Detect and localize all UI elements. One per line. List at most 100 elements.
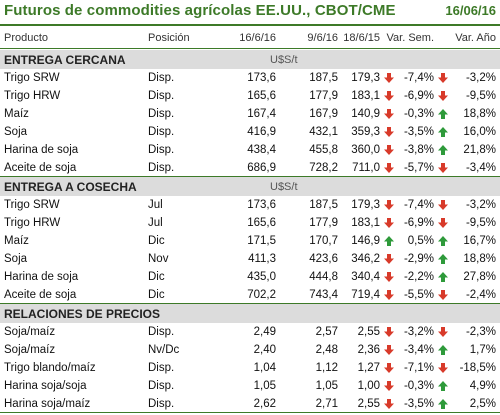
table-row: Trigo SRW Jul 173,6 187,5 179,3 -7,4% -3,2%	[0, 196, 500, 214]
price-date-3: 183,1	[351, 217, 380, 229]
position-cell: Disp.	[148, 326, 175, 338]
arrow-down-icon	[382, 377, 396, 395]
title-bar: Futuros de commodities agrícolas EE.UU.,…	[0, 0, 500, 24]
weekly-change: -2,2%	[403, 271, 434, 283]
header-date-1: 16/6/16	[239, 31, 276, 44]
price-date-3: 2,55	[357, 398, 380, 410]
arrow-up-icon	[436, 250, 450, 268]
arrow-down-icon	[382, 341, 396, 359]
weekly-change: -3,5%	[403, 126, 434, 138]
price-date-2: 743,4	[309, 289, 338, 301]
page-title: Futuros de commodities agrícolas EE.UU.,…	[4, 2, 396, 19]
arrow-down-icon	[436, 286, 450, 304]
position-cell: Dic	[148, 235, 165, 247]
position-cell: Jul	[148, 199, 163, 211]
price-date-1: 435,0	[247, 271, 276, 283]
yearly-change: -3,2%	[465, 199, 496, 211]
table-row: Trigo blando/maíz Disp. 1,04 1,12 1,27 -7,1% -…	[0, 359, 500, 377]
yearly-change: 2,5%	[469, 398, 496, 410]
yearly-change: -2,3%	[465, 326, 496, 338]
yearly-change: -18,5%	[459, 362, 496, 374]
arrow-down-icon	[382, 395, 396, 413]
arrow-down-icon	[382, 268, 396, 286]
yearly-change: 18,8%	[463, 108, 496, 120]
table-row: Harina de soja Dic 435,0 444,8 340,4 -2,2% 27,…	[0, 268, 500, 286]
yearly-change: 4,9%	[469, 380, 496, 392]
section-title: ENTREGA CERCANA	[4, 52, 126, 67]
position-cell: Nv/Dc	[148, 344, 180, 356]
position-cell: Dic	[148, 271, 165, 283]
yearly-change: -9,5%	[465, 90, 496, 102]
header-date-3: 18/6/15	[343, 31, 380, 44]
price-date-3: 2,36	[357, 344, 380, 356]
price-date-3: 2,55	[357, 326, 380, 338]
header-position: Posición	[148, 31, 190, 44]
price-date-1: 1,05	[253, 380, 276, 392]
header-var-week: Var. Sem.	[386, 31, 434, 44]
arrow-up-icon	[436, 141, 450, 159]
table-row: Trigo SRW Disp. 173,6 187,5 179,3 -7,4% -3,2%	[0, 69, 500, 87]
product-name: Harina soja/soja	[4, 380, 87, 392]
product-name: Soja/maíz	[4, 344, 56, 356]
table-row: Soja/maíz Disp. 2,49 2,57 2,55 -3,2% -2,3%	[0, 323, 500, 341]
price-date-1: 2,40	[253, 344, 276, 356]
position-cell: Disp.	[148, 72, 175, 84]
price-date-3: 140,9	[351, 108, 380, 120]
price-date-1: 1,04	[253, 362, 276, 374]
arrow-up-icon	[382, 232, 396, 250]
price-date-3: 719,4	[351, 289, 380, 301]
weekly-change: -6,9%	[403, 217, 434, 229]
section-unit: U$S/t	[270, 53, 298, 66]
price-date-3: 183,1	[351, 90, 380, 102]
price-date-3: 346,2	[351, 253, 380, 265]
price-date-2: 1,12	[315, 362, 338, 374]
weekly-change: -5,7%	[403, 162, 434, 174]
product-name: Harina soja/maíz	[4, 398, 91, 410]
price-date-2: 170,7	[309, 235, 338, 247]
arrow-down-icon	[382, 286, 396, 304]
arrow-down-icon	[382, 196, 396, 214]
price-date-1: 416,9	[247, 126, 276, 138]
price-date-2: 167,9	[309, 108, 338, 120]
position-cell: Disp.	[148, 380, 175, 392]
position-cell: Jul	[148, 217, 163, 229]
arrow-down-icon	[382, 141, 396, 159]
yearly-change: 16,0%	[463, 126, 496, 138]
section-header: RELACIONES DE PRECIOS	[0, 304, 500, 323]
price-date-1: 2,49	[253, 326, 276, 338]
arrow-down-icon	[382, 159, 396, 177]
section-divider	[0, 176, 500, 177]
arrow-up-icon	[436, 105, 450, 123]
price-date-1: 686,9	[247, 162, 276, 174]
price-date-3: 360,0	[351, 144, 380, 156]
weekly-change: -5,5%	[403, 289, 434, 301]
price-date-1: 2,62	[253, 398, 276, 410]
price-date-2: 187,5	[309, 72, 338, 84]
product-name: Maíz	[4, 235, 29, 247]
price-date-3: 711,0	[352, 162, 380, 174]
price-date-2: 2,48	[315, 344, 338, 356]
table-row: Soja Disp. 416,9 432,1 359,3 -3,5% 16,0%	[0, 123, 500, 141]
weekly-change: -3,4%	[403, 344, 434, 356]
arrow-down-icon	[382, 105, 396, 123]
price-date-2: 423,6	[309, 253, 338, 265]
yearly-change: -2,4%	[465, 289, 496, 301]
product-name: Trigo SRW	[4, 72, 60, 84]
table-row: Harina soja/soja Disp. 1,05 1,05 1,00 -0,3% 4,…	[0, 377, 500, 395]
price-date-3: 359,3	[351, 126, 380, 138]
position-cell: Disp.	[148, 144, 175, 156]
arrow-down-icon	[382, 359, 396, 377]
price-date-2: 177,9	[309, 90, 338, 102]
weekly-change: -0,3%	[403, 380, 434, 392]
table-row: Harina soja/maíz Disp. 2,62 2,71 2,55 -3,5% 2,…	[0, 395, 500, 413]
yearly-change: 21,8%	[463, 144, 496, 156]
price-date-2: 728,2	[309, 162, 338, 174]
column-header-row: Producto Posición 16/6/16 9/6/16 18/6/15…	[0, 27, 500, 48]
position-cell: Disp.	[148, 162, 175, 174]
section-divider	[0, 303, 500, 304]
product-name: Soja	[4, 253, 28, 265]
product-name: Trigo HRW	[4, 217, 61, 229]
weekly-change: -3,8%	[403, 144, 434, 156]
table-row: Maíz Disp. 167,4 167,9 140,9 -0,3% 18,8%	[0, 105, 500, 123]
arrow-down-icon	[436, 69, 450, 87]
